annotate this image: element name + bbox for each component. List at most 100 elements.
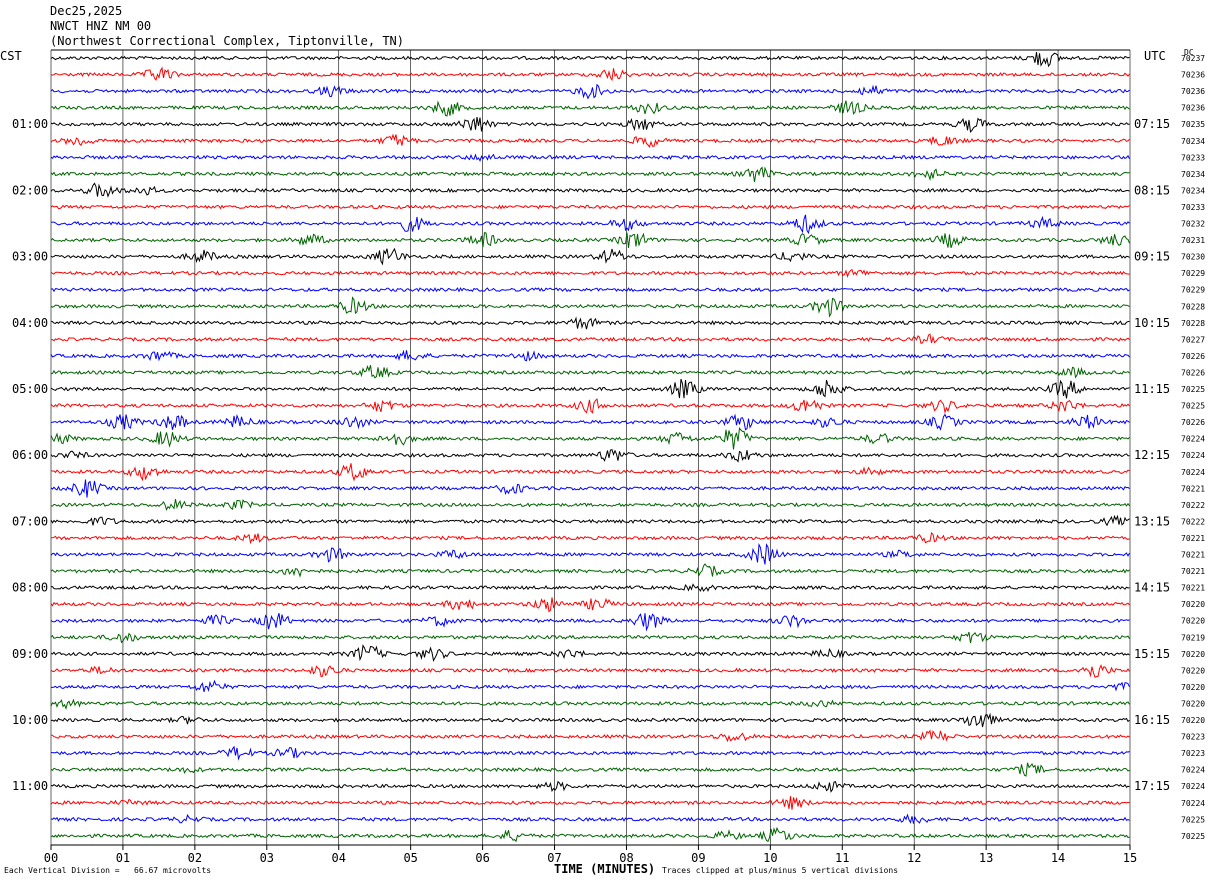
dc-offset-label: 70222 [1181, 501, 1205, 510]
trace-line [51, 745, 1130, 761]
trace-line [50, 83, 1130, 100]
dc-offset-label: 70220 [1181, 600, 1205, 609]
trace-line [50, 729, 1130, 743]
trace-line [50, 631, 1130, 644]
dc-offset-label: 70221 [1181, 567, 1205, 576]
dc-offset-label: 70225 [1181, 832, 1205, 841]
dc-offset-label: 70233 [1181, 153, 1205, 162]
dc-offset-label: 70234 [1181, 137, 1205, 146]
trace-line [50, 133, 1130, 148]
clip-note: Traces clipped at plus/minus 5 vertical … [662, 866, 899, 875]
time-gridlines [50, 49, 1131, 850]
cst-hour-label: 06:00 [12, 448, 48, 462]
dc-offset-label: 70220 [1181, 617, 1205, 626]
x-tick-label: 04 [332, 851, 346, 865]
dc-offset-label: 70224 [1181, 435, 1205, 444]
trace-line [50, 100, 1130, 117]
trace-line [50, 232, 1130, 248]
dc-offset-label: 70220 [1181, 699, 1205, 708]
cst-hour-label: 04:00 [12, 316, 48, 330]
x-tick-label: 10 [763, 851, 777, 865]
dc-offset-label: 70224 [1181, 766, 1205, 775]
dc-offset-label: 70225 [1181, 385, 1205, 394]
dc-offset-label: 70236 [1181, 71, 1205, 80]
x-tick-label: 01 [116, 851, 130, 865]
trace-line [50, 247, 1130, 266]
dc-offset-label: 70226 [1181, 352, 1205, 361]
dc-label: DC [1184, 48, 1194, 57]
station-label: NWCT HNZ NM 00 [50, 19, 152, 33]
x-tick-label: 14 [1051, 851, 1065, 865]
dc-offset-label: 70224 [1181, 468, 1205, 477]
cst-hour-label: 09:00 [12, 647, 48, 661]
x-tick-label: 02 [188, 851, 202, 865]
trace-line [50, 378, 1130, 399]
dc-offset-label: 70219 [1181, 633, 1205, 642]
dc-offset-label: 70220 [1181, 666, 1205, 675]
x-tick-label: 03 [260, 851, 274, 865]
trace-line [50, 826, 1130, 843]
trace-line [50, 426, 1130, 450]
cst-hour-label: 03:00 [12, 250, 48, 264]
dc-offset-label: 70234 [1181, 170, 1205, 179]
trace-line [50, 532, 1130, 545]
dc-offset-label: 70235 [1181, 120, 1205, 129]
trace-line [50, 398, 1130, 415]
utc-hour-label: 16:15 [1134, 713, 1170, 727]
dc-offset-label: 70236 [1181, 87, 1205, 96]
dc-offset-label: 70233 [1181, 203, 1205, 212]
x-axis-label: TIME (MINUTES) [554, 862, 656, 876]
trace-line [50, 296, 1130, 318]
utc-hour-label: 14:15 [1134, 581, 1170, 595]
x-tick-label: 08 [619, 851, 633, 865]
location-label: (Northwest Correctional Complex, Tiptonv… [50, 34, 405, 48]
trace-line [50, 349, 1130, 362]
trace-line [50, 153, 1130, 162]
cst-hour-label: 01:00 [12, 117, 48, 131]
utc-hour-label: 11:15 [1134, 382, 1170, 396]
trace-line [50, 333, 1130, 345]
trace-line [50, 563, 1130, 578]
trace-line [50, 712, 1130, 728]
dc-offset-label: 70228 [1181, 302, 1205, 311]
trace-line [50, 613, 1130, 632]
utc-hour-label: 17:15 [1134, 779, 1170, 793]
dc-offset-label: 70220 [1181, 716, 1205, 725]
utc-hour-label: 12:15 [1134, 448, 1170, 462]
dc-offset-label: 70229 [1181, 269, 1205, 278]
trace-line [50, 698, 1130, 710]
dc-offset-label: 70224 [1181, 799, 1205, 808]
x-tick-label: 13 [979, 851, 993, 865]
trace-line [50, 583, 1130, 592]
x-tick-label: 05 [403, 851, 417, 865]
dc-offset-label: 70234 [1181, 186, 1205, 195]
x-tick-label: 15 [1123, 851, 1137, 865]
x-tick-label: 09 [691, 851, 705, 865]
trace-line [50, 117, 1130, 134]
dc-offset-label: 70224 [1181, 451, 1205, 460]
dc-offset-label: 70221 [1181, 534, 1205, 543]
cst-hour-label: 07:00 [12, 514, 48, 528]
utc-hour-label: 07:15 [1134, 117, 1170, 131]
dc-offset-label: 70236 [1181, 104, 1205, 113]
cst-hour-label: 11:00 [12, 779, 48, 793]
trace-line [50, 204, 1130, 210]
utc-hour-label: 08:15 [1134, 183, 1170, 197]
cst-hour-label: 10:00 [12, 713, 48, 727]
trace-line [50, 479, 1130, 498]
trace-line [51, 679, 1130, 693]
trace-line [50, 413, 1130, 431]
cst-hour-label: 05:00 [12, 382, 48, 396]
trace-line [50, 182, 1130, 198]
dc-offset-label: 70229 [1181, 286, 1205, 295]
trace-line [50, 52, 1130, 68]
utc-hour-label: 13:15 [1134, 514, 1170, 528]
trace-line [50, 762, 1130, 777]
x-tick-label: 11 [835, 851, 849, 865]
axis-labels: 00 01 02 03 04 05 06 07 08 09 10 11 12 13 14 15 70237 702… [12, 54, 1205, 865]
x-tick-label: 12 [907, 851, 921, 865]
trace-line [50, 268, 1130, 278]
chart-header: Dec25,2025 NWCT HNZ NM 00 (Northwest Cor… [50, 4, 404, 49]
dc-offset-label: 70222 [1181, 517, 1205, 526]
